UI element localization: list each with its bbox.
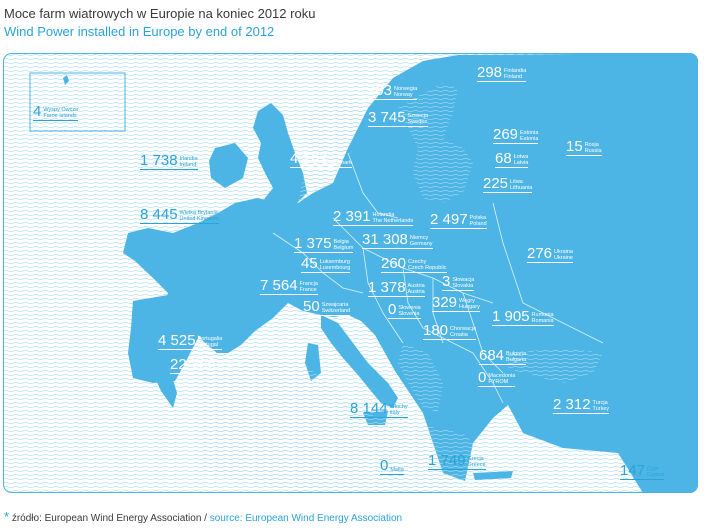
label-norway: 703 Norwegia Norway — [367, 82, 418, 100]
label-faroe-islands: 4 Wyspy Owcze Faroe Islands — [33, 103, 79, 121]
label-malta: 0 Malta — [380, 457, 404, 475]
land-iberia — [128, 295, 203, 383]
label-lithuania: 225 Litwa Lithuania — [483, 175, 533, 193]
label-netherlands: 2 391 Holandia The Netherlands — [333, 208, 414, 226]
map-title: Moce farm wiatrowych w Europie na koniec… — [4, 6, 316, 21]
label-poland: 2 497 Polska Poland — [430, 211, 487, 229]
label-united-kingdom: 8 445 Wielka Brytania United Kingdom — [140, 206, 219, 224]
water-overlays — [203, 83, 603, 493]
label-croatia: 180 Chorwacja Croatia — [423, 322, 477, 340]
land-cyprus — [618, 443, 645, 455]
faroe-inset-box — [29, 72, 126, 132]
label-hungary: 329 Węgry Hungary — [432, 294, 480, 312]
label-ukraine: 276 Ukraina Ukraine — [527, 245, 573, 263]
label-bulgaria: 684 Bułgaria Bulgaria — [479, 347, 527, 365]
land-italy — [321, 315, 398, 408]
land-faroe — [63, 75, 69, 85]
europe-map — [3, 53, 698, 493]
land-ireland — [209, 143, 248, 188]
label-germany: 31 308 Niemcy Germany — [362, 231, 433, 249]
label-austria: 1 378 Austria Austria — [368, 279, 425, 297]
label-russia: 15 Rosja Russia — [566, 138, 602, 156]
label-italy: 8 144 Włochy Italy — [350, 400, 408, 418]
label-france: 7 564 Francja France — [260, 277, 318, 295]
source-pl: źródło: European Wind Energy Association — [11, 513, 202, 524]
map-subtitle: Wind Power installed in Europe by end of… — [4, 24, 275, 39]
label-luxembourg: 45 Luksemburg Luxembourg — [301, 255, 351, 273]
label-turkey: 2 312 Turcja Turkey — [553, 396, 610, 414]
map-frame — [3, 53, 698, 493]
label-sweden: 3 745 Szwecja Sweden — [368, 109, 429, 127]
label-belgium: 1 375 Belgia Belgium — [294, 235, 354, 253]
label-greece: 1 749 Grecja Greece — [428, 452, 486, 470]
land-crete — [473, 471, 513, 480]
label-cyprus: 147 Cypr Cyprus — [620, 462, 665, 480]
land-mainland — [123, 53, 698, 493]
label-slovenia: 0 Słowenia Slovenia — [388, 301, 421, 319]
label-czech-republic: 260 Czechy Czech Republic — [381, 255, 447, 273]
label-portugal: 4 525 Portugalia Portugal — [158, 332, 223, 350]
source-star-icon: * — [4, 509, 10, 524]
source-separator: / — [201, 513, 210, 524]
source-footer: * źródło: European Wind Energy Associati… — [4, 509, 402, 524]
label-ireland: 1 738 Irlandia Ireland — [140, 152, 198, 170]
land-masses — [123, 53, 698, 493]
label-macedonia: 0 Macedonia FYROM — [478, 369, 516, 387]
label-slovakia: 3 Słowacja Slovakia — [442, 273, 475, 291]
label-romania: 1 905 Rumunia Romania — [492, 308, 554, 326]
label-spain: 22 796 Hiszpania Spain — [170, 356, 243, 374]
label-estonia: 269 Estonia Estonia — [493, 126, 539, 144]
land-great-britain — [253, 103, 307, 213]
label-switzerland: 50 Szwajcaria Switzerland — [303, 298, 351, 316]
source-en: source: European Wind Energy Association — [209, 513, 403, 524]
label-finland: 298 Finlandia Finland — [477, 64, 527, 82]
label-latvia: 68 Łotwa Latvia — [495, 150, 529, 168]
label-denmark: 4 162 Dania Denmark — [290, 150, 352, 168]
